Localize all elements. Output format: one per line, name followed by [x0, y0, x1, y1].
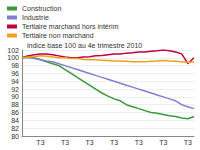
svg-text:T3: T3	[135, 139, 143, 146]
svg-text:86: 86	[11, 109, 19, 116]
svg-text:94: 94	[11, 78, 19, 85]
svg-text:T3: T3	[61, 139, 69, 146]
svg-text:90: 90	[11, 93, 19, 100]
svg-text:102: 102	[7, 47, 19, 54]
svg-text:T3: T3	[85, 139, 93, 146]
svg-text:88: 88	[11, 101, 19, 108]
svg-text:100: 100	[7, 54, 19, 61]
svg-text:98: 98	[11, 62, 19, 69]
svg-text:80: 80	[11, 133, 19, 140]
svg-text:Tertiaire marchand hors intéri: Tertiaire marchand hors intérim	[22, 23, 119, 30]
svg-text:T3: T3	[184, 139, 192, 146]
svg-text:84: 84	[11, 117, 19, 124]
svg-text:T3: T3	[110, 139, 118, 146]
svg-text:92: 92	[11, 86, 19, 93]
svg-text:T3: T3	[159, 139, 167, 146]
svg-text:Construction: Construction	[22, 5, 61, 12]
svg-text:indice base 100 au 4e trimestr: indice base 100 au 4e trimestre 2010	[27, 42, 142, 49]
svg-text:Tertiaire non marchand: Tertiaire non marchand	[22, 32, 94, 39]
svg-text:82: 82	[11, 125, 19, 132]
svg-text:T3: T3	[36, 139, 44, 146]
svg-text:96: 96	[11, 70, 19, 77]
svg-text:Industrie: Industrie	[22, 14, 49, 21]
